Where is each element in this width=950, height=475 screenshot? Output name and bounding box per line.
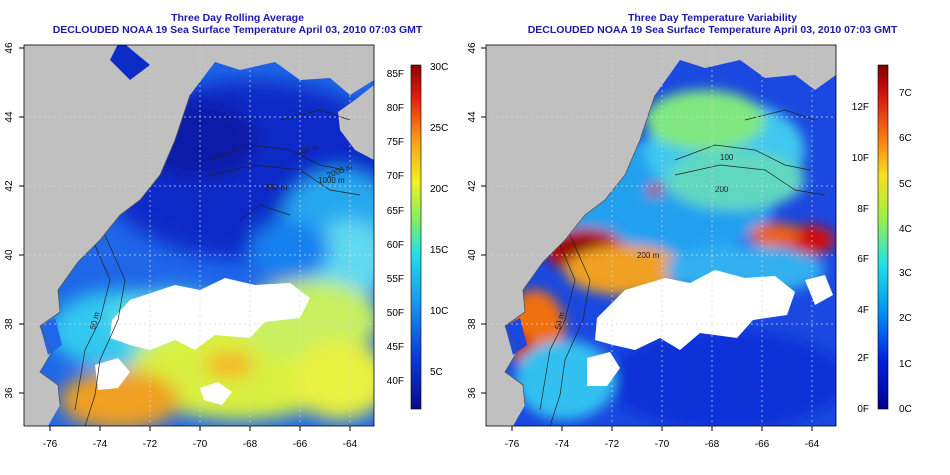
- scale-label-f: 10F: [852, 153, 869, 164]
- scale-label-c: 20C: [430, 184, 448, 195]
- lat-tick-label: 44: [467, 111, 478, 123]
- scale-label-c: 25C: [430, 123, 448, 134]
- lat-tick-label: 40: [4, 249, 15, 261]
- scale-label-c: 3C: [899, 268, 912, 279]
- lon-tick-label: -72: [143, 439, 158, 450]
- lon-tick-label: -76: [505, 439, 520, 450]
- scale-label-f: 0F: [857, 404, 869, 415]
- lat-tick-label: 38: [467, 318, 478, 330]
- grid-lines: [24, 45, 374, 426]
- lon-tick-label: -70: [193, 439, 208, 450]
- scale-label-f: 6F: [857, 254, 869, 265]
- variability-color-scale: 12F 10F 8F 6F 4F 2F 0F 7C 6C 5C 4C 3C 2C…: [852, 64, 912, 415]
- right-map-title: Three Day Temperature Variability: [627, 12, 798, 24]
- lat-tick-label: 46: [4, 42, 15, 54]
- scale-label-f: 80F: [387, 103, 404, 114]
- scale-label-f: 85F: [387, 69, 404, 80]
- left-panel: Three Day Rolling Average DECLOUDED NOAA…: [4, 12, 448, 450]
- land-mass: [486, 45, 836, 426]
- land-mass: [24, 45, 374, 426]
- scale-label-c: 6C: [899, 133, 912, 144]
- cloud-mask: [110, 278, 310, 350]
- scale-label-c: 15C: [430, 245, 448, 256]
- right-panel: Three Day Temperature Variability DECLOU…: [467, 0, 950, 475]
- scale-label-c: 0C: [899, 404, 912, 415]
- left-map-area: 100 m 200 m 1000 m 2000 m 50 m: [24, 45, 374, 426]
- scale-label-f: 8F: [857, 204, 869, 215]
- lon-tick-label: -70: [655, 439, 670, 450]
- contour-label: 1000 m: [318, 176, 345, 185]
- lon-tick-label: -64: [343, 439, 358, 450]
- grid-lines: [486, 45, 836, 426]
- left-map-title: Three Day Rolling Average: [171, 12, 304, 24]
- scale-label-c: 30C: [430, 62, 448, 73]
- scale-label-c: 5C: [430, 367, 443, 378]
- scale-label-f: 55F: [387, 274, 404, 285]
- cloud-mask: [595, 270, 795, 350]
- lon-tick-label: -66: [293, 439, 308, 450]
- depth-contours: [74, 109, 361, 426]
- scale-label-f: 75F: [387, 137, 404, 148]
- lat-tick-label: 40: [467, 249, 478, 261]
- scale-label-c: 4C: [899, 224, 912, 235]
- contour-label: 100: [720, 153, 734, 162]
- depth-contours: [539, 109, 826, 426]
- scale-label-f: 40F: [387, 376, 404, 387]
- lat-tick-label: 46: [467, 42, 478, 54]
- lat-tick-label: 38: [4, 318, 15, 330]
- lon-tick-label: -76: [43, 439, 58, 450]
- scale-label-f: 4F: [857, 305, 869, 316]
- map-frame: [485, 44, 837, 427]
- lat-tick-label: 36: [4, 387, 15, 399]
- sst-color-scale: 85F 80F 75F 70F 65F 60F 55F 50F 45F 40F …: [387, 62, 448, 410]
- right-map-subtitle: DECLOUDED NOAA 19 Sea Surface Temperatur…: [527, 24, 898, 36]
- scale-label-c: 7C: [899, 88, 912, 99]
- scale-label-f: 70F: [387, 171, 404, 182]
- scale-label-f: 12F: [852, 102, 869, 113]
- lon-tick-label: -68: [243, 439, 258, 450]
- scale-label-f: 2F: [857, 353, 869, 364]
- lon-tick-label: -72: [605, 439, 620, 450]
- scale-label-c: 2C: [899, 313, 912, 324]
- scale-label-f: 50F: [387, 308, 404, 319]
- contour-label: 200 m: [265, 183, 288, 192]
- scale-label-f: 65F: [387, 206, 404, 217]
- lon-tick-label: -64: [805, 439, 820, 450]
- lat-axis: 36 38 40 42 44 46: [4, 42, 24, 399]
- lat-tick-label: 44: [4, 111, 15, 123]
- map-frame: [23, 44, 375, 427]
- left-map-subtitle: DECLOUDED NOAA 19 Sea Surface Temperatur…: [52, 24, 423, 36]
- lon-axis: -76 -74 -72 -70 -68 -66 -64: [505, 426, 820, 450]
- lon-tick-label: -68: [705, 439, 720, 450]
- scale-label-c: 10C: [430, 306, 448, 317]
- lat-tick-label: 36: [467, 387, 478, 399]
- right-map-area: 100 200 200 m 50 m: [486, 45, 836, 426]
- lon-tick-label: -74: [93, 439, 108, 450]
- lon-tick-label: -74: [555, 439, 570, 450]
- right-map-figure: 100 200 200 m 50 m -76 -74 -72 -70 -68 -…: [467, 42, 912, 450]
- left-map-figure: 100 m 200 m 1000 m 2000 m 50 m -76 -74 -…: [4, 42, 448, 450]
- lon-axis: -76 -74 -72 -70 -68 -66 -64: [43, 426, 358, 450]
- contour-label: 200: [715, 185, 729, 194]
- scale-label-f: 45F: [387, 342, 404, 353]
- scale-label-c: 1C: [899, 359, 912, 370]
- scale-label-c: 5C: [899, 179, 912, 190]
- lat-axis: 36 38 40 42 44 46: [467, 42, 486, 399]
- scale-label-f: 60F: [387, 240, 404, 251]
- lat-tick-label: 42: [467, 180, 478, 192]
- lon-tick-label: -66: [755, 439, 770, 450]
- lat-tick-label: 42: [4, 180, 15, 192]
- contour-label: 200 m: [637, 251, 660, 260]
